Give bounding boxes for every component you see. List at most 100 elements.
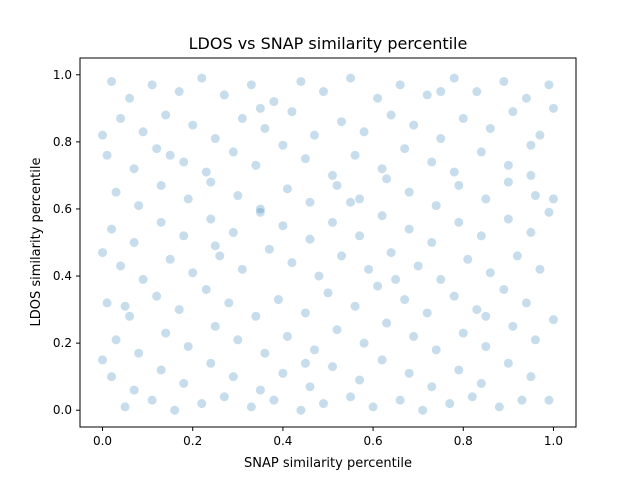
data-point	[174, 305, 184, 315]
data-point	[287, 107, 297, 117]
data-point	[332, 325, 342, 335]
data-point	[138, 274, 148, 284]
data-point	[107, 224, 117, 234]
data-point	[197, 399, 207, 409]
data-point	[517, 395, 527, 405]
data-point	[296, 76, 306, 86]
data-point	[449, 167, 459, 177]
data-point	[422, 90, 432, 100]
data-point	[318, 87, 328, 97]
data-point	[449, 73, 459, 83]
data-point	[170, 405, 180, 415]
data-point	[255, 385, 265, 395]
data-point	[359, 127, 369, 137]
data-point	[373, 281, 383, 291]
data-point	[332, 180, 342, 190]
data-point	[246, 402, 256, 412]
data-point	[300, 154, 310, 164]
data-point	[278, 368, 288, 378]
plot-frame	[79, 57, 577, 428]
chart-title: LDOS vs SNAP similarity percentile	[189, 34, 468, 53]
data-point	[436, 134, 446, 144]
data-point	[386, 110, 396, 120]
data-point	[418, 405, 428, 415]
data-point	[165, 150, 175, 160]
data-point	[179, 157, 189, 167]
data-point	[503, 177, 513, 187]
data-point	[548, 315, 558, 325]
data-point	[328, 170, 338, 180]
data-point	[179, 378, 189, 388]
data-point	[508, 321, 518, 331]
data-point	[287, 258, 297, 268]
data-point	[535, 130, 545, 140]
data-point	[282, 331, 292, 341]
data-point	[255, 204, 265, 214]
data-point	[530, 335, 540, 345]
data-point	[188, 268, 198, 278]
data-point	[296, 405, 306, 415]
data-point	[409, 331, 419, 341]
data-point	[472, 87, 482, 97]
data-point	[98, 248, 108, 258]
data-point	[382, 318, 392, 328]
data-point	[427, 157, 437, 167]
data-point	[201, 167, 211, 177]
data-point	[431, 345, 441, 355]
data-point	[233, 335, 243, 345]
data-point	[269, 97, 279, 107]
data-point	[129, 385, 139, 395]
data-point	[548, 194, 558, 204]
data-point	[201, 284, 211, 294]
x-tick-label: 0.8	[454, 434, 473, 448]
data-point	[206, 214, 216, 224]
data-point	[472, 305, 482, 315]
data-point	[355, 375, 365, 385]
data-point	[476, 147, 486, 157]
data-point	[305, 197, 315, 207]
data-point	[494, 402, 504, 412]
data-point	[395, 80, 405, 90]
data-point	[269, 395, 279, 405]
data-point	[120, 301, 130, 311]
data-point	[183, 341, 193, 351]
data-point	[526, 227, 536, 237]
data-point	[161, 328, 171, 338]
data-point	[300, 308, 310, 318]
data-point	[328, 217, 338, 227]
data-point	[228, 372, 238, 382]
data-point	[224, 298, 234, 308]
data-point	[503, 214, 513, 224]
data-point	[355, 231, 365, 241]
data-point	[260, 348, 270, 358]
data-point	[521, 93, 531, 103]
points-layer	[98, 73, 558, 415]
data-point	[111, 187, 121, 197]
data-point	[346, 197, 356, 207]
y-tick-label: 0.8	[53, 135, 72, 149]
x-axis-ticks: 0.0 0.2 0.4 0.6 0.8 1.0	[93, 427, 563, 448]
data-point	[188, 120, 198, 130]
data-point	[251, 160, 261, 170]
data-point	[179, 231, 189, 241]
data-point	[427, 382, 437, 392]
data-point	[156, 180, 166, 190]
data-point	[386, 248, 396, 258]
data-point	[485, 123, 495, 133]
data-point	[147, 395, 157, 405]
data-point	[431, 201, 441, 211]
data-point	[391, 274, 401, 284]
data-point	[129, 238, 139, 247]
data-point	[174, 87, 184, 97]
data-point	[458, 328, 468, 338]
data-point	[346, 73, 356, 83]
data-point	[485, 268, 495, 278]
data-point	[233, 191, 243, 201]
data-point	[337, 251, 347, 261]
data-point	[508, 107, 518, 117]
data-point	[237, 113, 247, 123]
data-point	[350, 150, 360, 160]
data-point	[98, 355, 108, 365]
data-point	[107, 76, 117, 86]
data-point	[481, 194, 491, 204]
